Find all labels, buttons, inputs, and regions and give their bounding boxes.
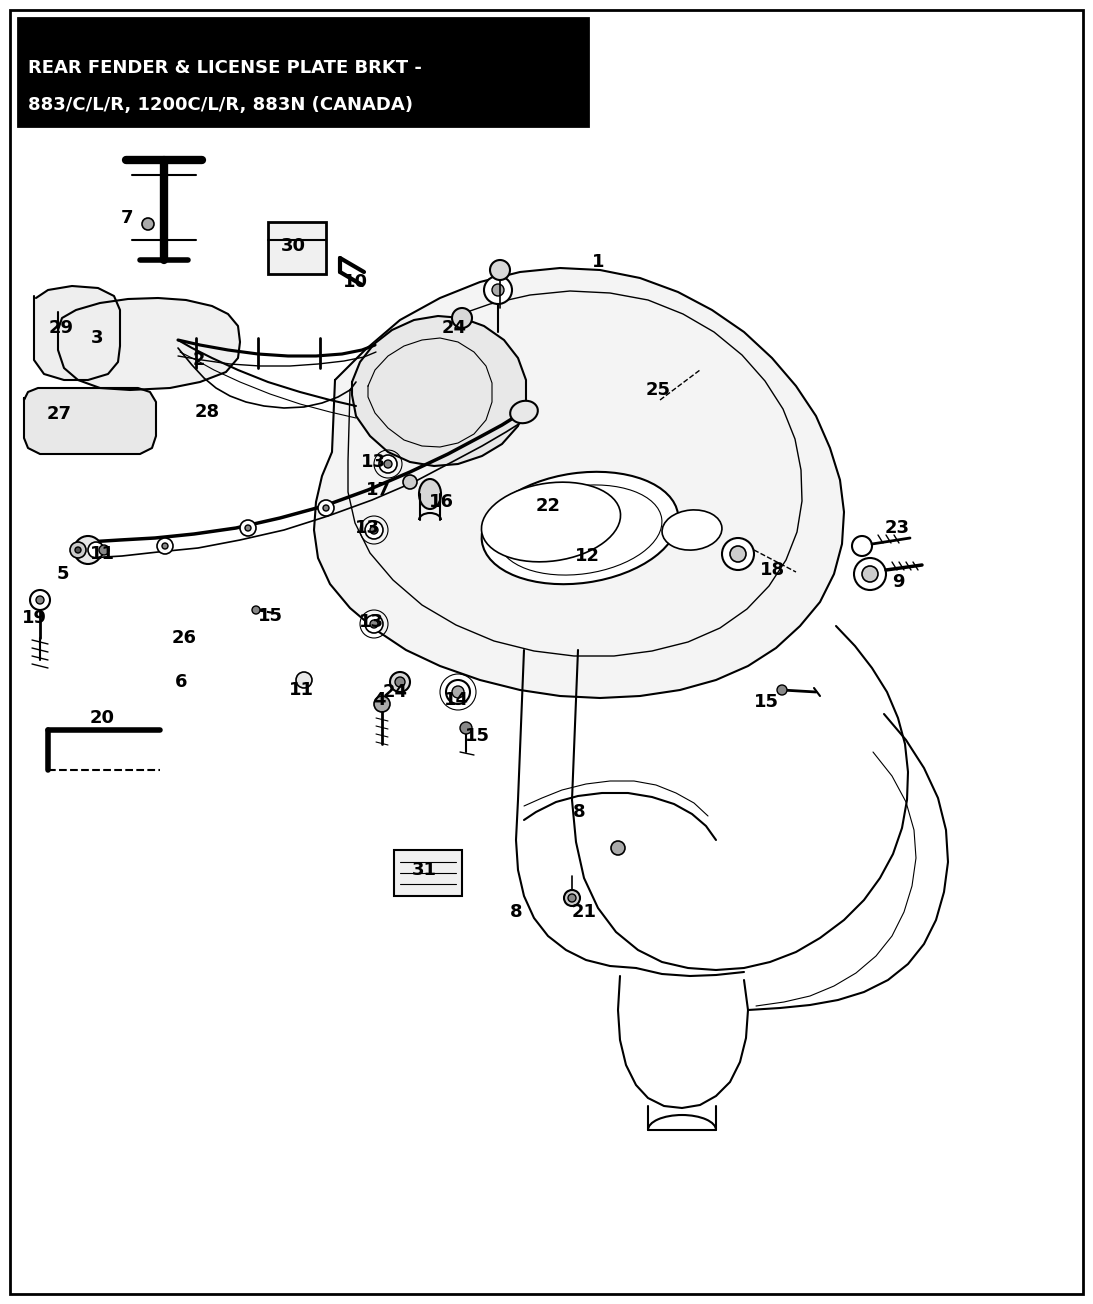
Text: 8: 8	[509, 902, 522, 921]
Text: 25: 25	[646, 381, 670, 399]
Circle shape	[74, 536, 102, 565]
Text: 13: 13	[359, 613, 384, 631]
Text: 20: 20	[90, 709, 115, 728]
Text: 15: 15	[753, 692, 778, 711]
Circle shape	[390, 672, 410, 692]
Circle shape	[374, 696, 390, 712]
Circle shape	[252, 606, 260, 614]
Text: 15: 15	[465, 728, 490, 745]
Ellipse shape	[662, 510, 722, 550]
Circle shape	[157, 539, 173, 554]
Text: 19: 19	[22, 609, 47, 627]
Circle shape	[395, 677, 406, 687]
Ellipse shape	[482, 482, 621, 562]
Circle shape	[853, 536, 872, 556]
Circle shape	[777, 685, 787, 695]
Circle shape	[568, 895, 576, 902]
Circle shape	[318, 499, 334, 516]
Circle shape	[240, 520, 256, 536]
Text: 8: 8	[573, 803, 586, 822]
Text: 14: 14	[444, 691, 469, 709]
Circle shape	[722, 539, 754, 570]
Bar	[268, 222, 326, 274]
Polygon shape	[58, 299, 240, 390]
Circle shape	[70, 542, 86, 558]
Text: 27: 27	[47, 406, 71, 422]
FancyBboxPatch shape	[17, 18, 588, 126]
Circle shape	[162, 542, 168, 549]
Circle shape	[492, 284, 504, 296]
Text: 7: 7	[120, 209, 133, 227]
Circle shape	[75, 546, 81, 553]
Circle shape	[490, 259, 510, 280]
Ellipse shape	[510, 400, 538, 424]
Text: 26: 26	[172, 629, 197, 647]
Circle shape	[854, 558, 886, 589]
Text: 1: 1	[591, 253, 604, 271]
Circle shape	[460, 722, 472, 734]
Text: 6: 6	[175, 673, 187, 691]
Text: 24: 24	[383, 683, 408, 702]
Circle shape	[142, 218, 154, 230]
Circle shape	[371, 526, 378, 535]
Circle shape	[379, 455, 397, 473]
Text: 21: 21	[572, 902, 597, 921]
Text: 18: 18	[760, 561, 785, 579]
Polygon shape	[24, 389, 156, 454]
Circle shape	[296, 672, 312, 689]
Circle shape	[30, 589, 50, 610]
Circle shape	[245, 526, 251, 531]
Circle shape	[453, 308, 472, 329]
Circle shape	[384, 460, 392, 468]
Ellipse shape	[482, 472, 679, 584]
Text: 30: 30	[281, 237, 306, 256]
Text: 11: 11	[289, 681, 314, 699]
Circle shape	[324, 505, 329, 511]
Text: 10: 10	[342, 273, 367, 291]
Polygon shape	[314, 269, 844, 698]
Circle shape	[484, 276, 512, 304]
Circle shape	[99, 545, 109, 556]
Text: 12: 12	[575, 546, 599, 565]
Text: 3: 3	[91, 329, 103, 347]
Text: 13: 13	[354, 519, 379, 537]
Text: 13: 13	[361, 452, 386, 471]
Circle shape	[403, 475, 418, 489]
Circle shape	[611, 841, 625, 855]
Bar	[393, 850, 462, 896]
Circle shape	[371, 619, 378, 629]
Circle shape	[365, 615, 383, 632]
Text: 15: 15	[258, 606, 282, 625]
Text: 28: 28	[195, 403, 220, 421]
Text: 17: 17	[365, 481, 390, 499]
Text: 31: 31	[411, 861, 436, 879]
Polygon shape	[352, 316, 526, 466]
Text: 9: 9	[892, 572, 904, 591]
Circle shape	[453, 686, 465, 698]
Circle shape	[564, 891, 580, 906]
Text: 22: 22	[536, 497, 561, 515]
Circle shape	[89, 542, 104, 558]
Text: 29: 29	[48, 319, 73, 336]
Text: 24: 24	[442, 319, 467, 336]
Text: 23: 23	[884, 519, 909, 537]
Text: 11: 11	[90, 545, 115, 563]
Text: 16: 16	[428, 493, 454, 511]
Text: REAR FENDER & LICENSE PLATE BRKT -: REAR FENDER & LICENSE PLATE BRKT -	[28, 59, 422, 77]
Ellipse shape	[419, 479, 440, 509]
Circle shape	[36, 596, 44, 604]
Text: 5: 5	[57, 565, 69, 583]
Circle shape	[730, 546, 747, 562]
Text: 4: 4	[373, 691, 385, 709]
Text: 883/C/L/R, 1200C/L/R, 883N (CANADA): 883/C/L/R, 1200C/L/R, 883N (CANADA)	[28, 96, 413, 113]
Polygon shape	[34, 286, 120, 379]
Circle shape	[862, 566, 878, 582]
Text: 2: 2	[192, 351, 205, 369]
Circle shape	[446, 679, 470, 704]
Circle shape	[365, 522, 383, 539]
